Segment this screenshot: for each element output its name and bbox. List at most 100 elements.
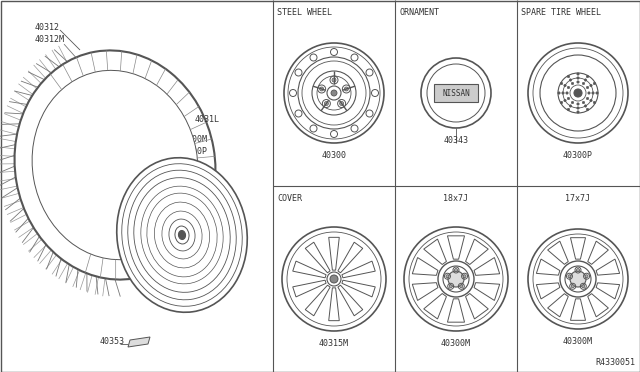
Circle shape <box>344 87 348 91</box>
Circle shape <box>564 84 566 87</box>
Circle shape <box>593 101 596 104</box>
Circle shape <box>577 103 579 105</box>
Text: 40300P: 40300P <box>178 148 208 157</box>
Circle shape <box>593 82 596 85</box>
Text: 40300: 40300 <box>321 151 346 160</box>
Polygon shape <box>570 238 586 259</box>
Polygon shape <box>128 337 150 347</box>
Circle shape <box>319 87 324 91</box>
Text: 17x7J: 17x7J <box>566 194 591 203</box>
Text: 4031L: 4031L <box>195 115 220 125</box>
Ellipse shape <box>116 158 247 312</box>
Circle shape <box>585 275 588 278</box>
Polygon shape <box>474 283 500 301</box>
Circle shape <box>590 99 592 102</box>
Circle shape <box>567 97 570 100</box>
Circle shape <box>590 84 592 87</box>
Text: 40224: 40224 <box>220 234 245 243</box>
Polygon shape <box>536 283 560 299</box>
Circle shape <box>454 269 458 272</box>
Text: 40300P: 40300P <box>563 151 593 160</box>
Polygon shape <box>329 288 339 321</box>
Text: R4330051: R4330051 <box>595 358 635 367</box>
Ellipse shape <box>122 164 243 306</box>
Polygon shape <box>596 283 620 299</box>
Circle shape <box>567 108 570 110</box>
Text: NISSAN: NISSAN <box>442 89 470 97</box>
Circle shape <box>567 86 570 89</box>
Circle shape <box>577 81 579 83</box>
Text: 40312: 40312 <box>35 23 60 32</box>
Circle shape <box>568 275 571 278</box>
Circle shape <box>324 102 328 106</box>
Circle shape <box>448 271 464 287</box>
Text: ORNAMENT: ORNAMENT <box>399 8 439 17</box>
Circle shape <box>561 101 563 104</box>
Circle shape <box>332 78 336 82</box>
Text: 40315M: 40315M <box>319 339 349 348</box>
Circle shape <box>212 240 218 246</box>
Circle shape <box>588 92 590 94</box>
Polygon shape <box>338 242 363 273</box>
Circle shape <box>577 269 579 272</box>
Polygon shape <box>465 294 488 319</box>
Polygon shape <box>292 261 326 278</box>
Polygon shape <box>465 239 488 264</box>
Circle shape <box>582 285 585 288</box>
Circle shape <box>586 97 589 100</box>
Text: SPARE TIRE WHEEL: SPARE TIRE WHEEL <box>521 8 601 17</box>
Circle shape <box>572 82 573 85</box>
Circle shape <box>584 105 587 107</box>
Polygon shape <box>588 294 609 317</box>
Polygon shape <box>342 261 375 278</box>
Circle shape <box>574 89 582 97</box>
Polygon shape <box>329 237 339 270</box>
Text: COVER: COVER <box>277 194 302 203</box>
Polygon shape <box>570 299 586 320</box>
Circle shape <box>460 285 463 288</box>
Circle shape <box>577 107 579 109</box>
Text: 40353: 40353 <box>100 337 125 346</box>
Polygon shape <box>596 259 620 275</box>
Circle shape <box>449 285 452 288</box>
Text: 40300M: 40300M <box>563 337 593 346</box>
FancyBboxPatch shape <box>434 84 478 102</box>
Polygon shape <box>305 242 330 273</box>
Circle shape <box>582 101 585 104</box>
Polygon shape <box>474 257 500 275</box>
Ellipse shape <box>15 51 216 280</box>
Text: 40300M: 40300M <box>441 339 471 348</box>
Circle shape <box>584 79 587 81</box>
Polygon shape <box>588 241 609 264</box>
Circle shape <box>596 92 598 94</box>
Polygon shape <box>424 239 447 264</box>
Circle shape <box>586 76 589 78</box>
Circle shape <box>340 102 344 106</box>
Circle shape <box>572 101 573 104</box>
Text: STEEL WHEEL: STEEL WHEEL <box>277 8 332 17</box>
Circle shape <box>331 90 337 96</box>
Circle shape <box>330 275 338 283</box>
Circle shape <box>562 92 564 94</box>
Polygon shape <box>338 285 363 316</box>
Circle shape <box>463 275 466 278</box>
Circle shape <box>582 82 585 85</box>
Polygon shape <box>548 294 568 317</box>
Text: 18x7J: 18x7J <box>444 194 468 203</box>
Polygon shape <box>292 280 326 297</box>
Polygon shape <box>447 299 465 322</box>
Circle shape <box>171 143 175 147</box>
Circle shape <box>577 73 579 75</box>
Circle shape <box>570 271 586 287</box>
Polygon shape <box>412 257 438 275</box>
Polygon shape <box>447 236 465 259</box>
Circle shape <box>567 76 570 78</box>
Circle shape <box>570 79 572 81</box>
Circle shape <box>577 111 579 113</box>
Circle shape <box>586 108 589 110</box>
Text: 40300M: 40300M <box>178 135 208 144</box>
Polygon shape <box>424 294 447 319</box>
Polygon shape <box>536 259 560 275</box>
Text: 40312M: 40312M <box>35 35 65 45</box>
Circle shape <box>446 275 449 278</box>
